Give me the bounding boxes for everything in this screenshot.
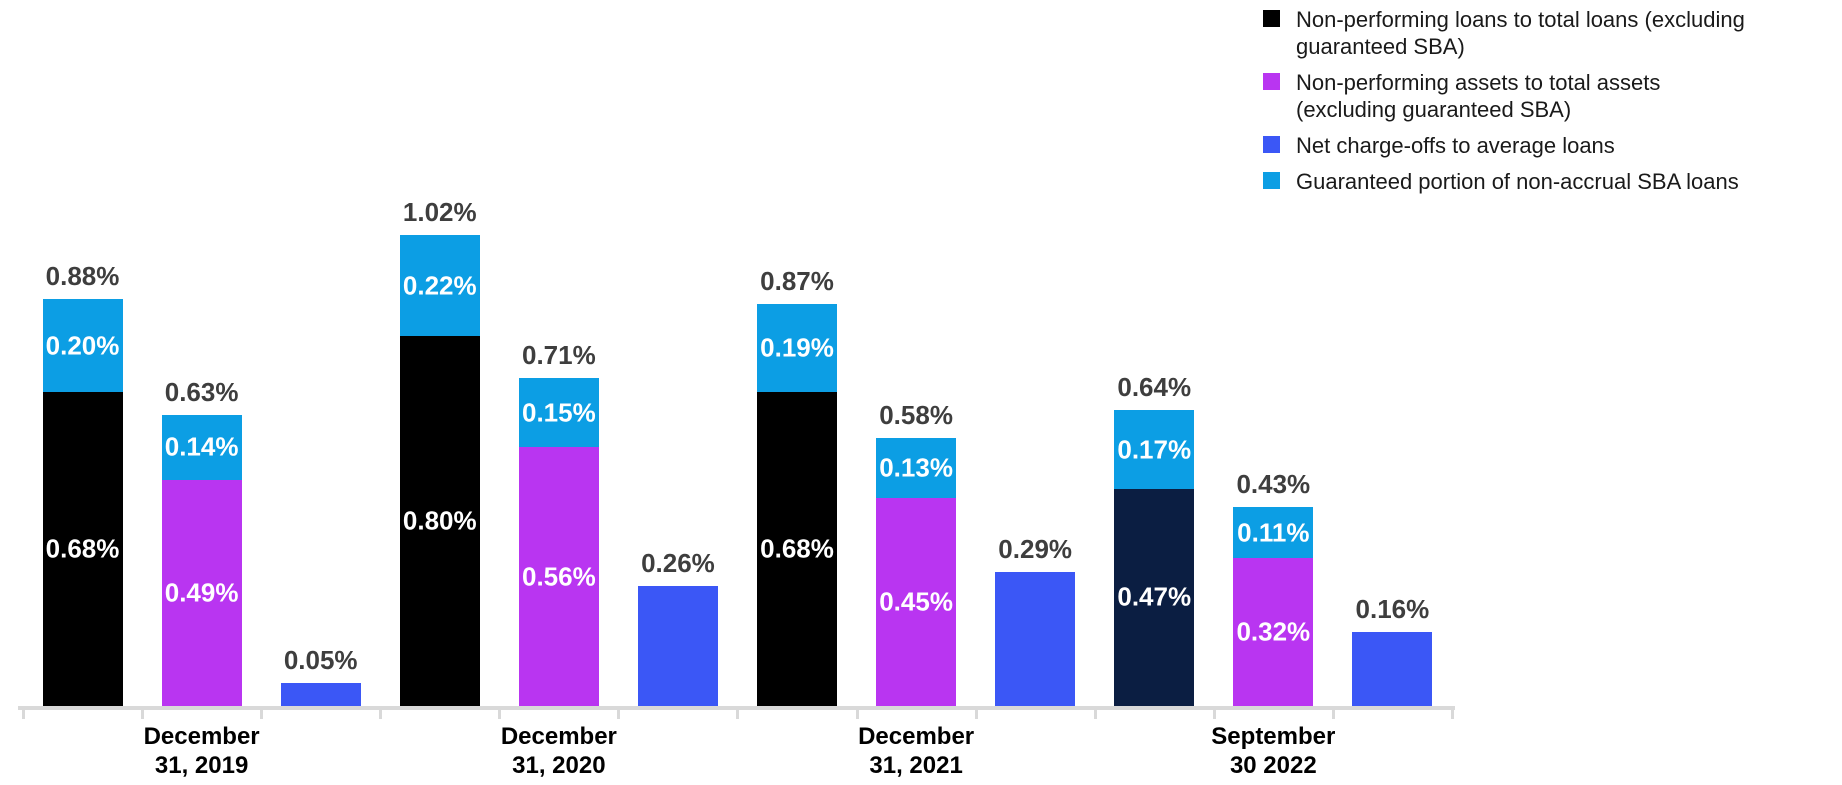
x-axis-tick: [1212, 706, 1216, 719]
legend-swatch-black-icon: [1263, 10, 1280, 27]
x-axis-tick: [736, 706, 740, 719]
segment-value-label: 0.80%: [402, 505, 477, 536]
x-axis-tick: [1450, 706, 1454, 719]
bar-segment: 0.17%: [1114, 410, 1195, 489]
segment-value-label: 0.13%: [879, 452, 953, 483]
bar-segment: 0.68%: [757, 391, 838, 706]
bar-segment: 0.20%: [42, 299, 123, 392]
bar-total-label: 0.63%: [164, 376, 239, 407]
category-label: December 31, 2019: [143, 723, 260, 779]
bar-segment: 0.56%: [518, 447, 599, 706]
legend-item: Net charge-offs to average loans: [1263, 132, 1823, 159]
x-axis-tick: [855, 706, 859, 719]
x-axis-tick: [22, 706, 25, 719]
x-axis-tick: [498, 706, 502, 719]
legend-label: Non-performing assets to total assets (e…: [1296, 70, 1661, 122]
legend-swatch-cyan-icon: [1263, 172, 1280, 189]
bar-segment: 0.80%: [399, 336, 480, 706]
segment-value-label: 0.56%: [521, 561, 596, 592]
legend-item: Non-performing assets to total assets (e…: [1263, 69, 1823, 123]
segment-value-label: 0.20%: [45, 330, 120, 361]
category-label: December 31, 2021: [858, 723, 975, 779]
bar-segment: 0.22%: [399, 234, 480, 337]
bar-segment: 0.13%: [876, 438, 957, 499]
segment-value-label: 0.47%: [1117, 581, 1192, 612]
bar-segment: [1352, 632, 1433, 706]
legend-swatch-blue-icon: [1263, 136, 1280, 153]
category-label: September 30 2022: [1211, 723, 1336, 779]
bar-total-label: 0.26%: [641, 547, 715, 578]
bar-total-label: 0.43%: [1236, 469, 1311, 500]
bar-segment: 0.11%: [1233, 507, 1314, 559]
legend-label: Guaranteed portion of non-accrual SBA lo…: [1296, 169, 1739, 194]
legend-label: Non-performing loans to total loans (exc…: [1296, 7, 1745, 59]
bar-total-label: 0.29%: [998, 534, 1073, 565]
bar-segment: 0.45%: [876, 498, 957, 706]
bar-segment: 0.32%: [1233, 558, 1314, 706]
segment-value-label: 0.11%: [1237, 517, 1310, 548]
bar-total-label: 0.58%: [879, 400, 953, 431]
segment-value-label: 0.19%: [760, 332, 834, 363]
x-axis-tick: [141, 706, 145, 719]
bar-total-label: 0.71%: [521, 339, 596, 370]
x-axis-tick: [379, 706, 383, 719]
segment-value-label: 0.15%: [521, 397, 596, 428]
bar-segment: 0.19%: [757, 304, 838, 392]
bar-total-label: 1.02%: [402, 196, 477, 227]
chart-legend: Non-performing loans to total loans (exc…: [1263, 6, 1823, 204]
bar-segment: [280, 682, 361, 706]
segment-value-label: 0.22%: [402, 270, 477, 301]
bar-total-label: 0.05%: [283, 644, 358, 675]
x-axis-tick: [260, 706, 264, 719]
bar-total-label: 0.88%: [45, 261, 120, 292]
bar-segment: 0.14%: [161, 414, 242, 480]
bar-segment: 0.49%: [161, 479, 242, 706]
x-axis-tick: [617, 706, 621, 719]
x-axis-tick: [1093, 706, 1097, 719]
bar-segment: 0.68%: [42, 391, 123, 706]
x-axis-tick: [1331, 706, 1335, 719]
segment-value-label: 0.49%: [164, 577, 239, 608]
bar-total-label: 0.87%: [760, 266, 834, 297]
bar-segment: 0.47%: [1114, 488, 1195, 706]
segment-value-label: 0.32%: [1236, 616, 1311, 647]
segment-value-label: 0.68%: [760, 533, 834, 564]
segment-value-label: 0.14%: [164, 431, 239, 462]
segment-value-label: 0.68%: [45, 533, 120, 564]
legend-label: Net charge-offs to average loans: [1296, 133, 1615, 158]
x-axis-tick: [974, 706, 978, 719]
bar-segment: [995, 572, 1076, 706]
legend-swatch-magenta-icon: [1263, 73, 1280, 90]
bar-segment: 0.15%: [518, 377, 599, 448]
category-label: December 31, 2020: [500, 723, 617, 779]
bar-segment: [637, 585, 718, 706]
bar-total-label: 0.64%: [1117, 372, 1192, 403]
segment-value-label: 0.45%: [879, 586, 953, 617]
legend-item: Guaranteed portion of non-accrual SBA lo…: [1263, 168, 1823, 195]
legend-item: Non-performing loans to total loans (exc…: [1263, 6, 1823, 60]
segment-value-label: 0.17%: [1117, 434, 1192, 465]
bar-total-label: 0.16%: [1355, 594, 1430, 625]
